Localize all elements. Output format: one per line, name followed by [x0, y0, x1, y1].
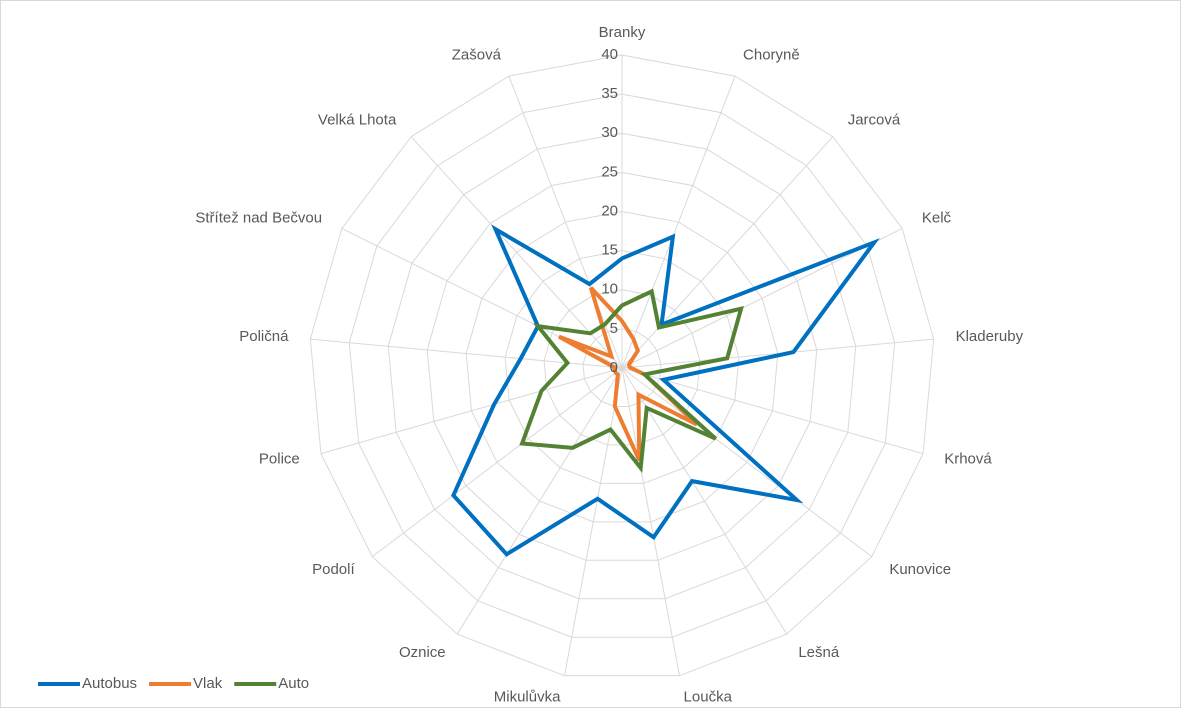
r-tick-label: 15: [601, 242, 618, 259]
r-tick-label: 25: [601, 163, 618, 180]
spoke: [310, 338, 623, 369]
spoke: [371, 367, 623, 558]
grid-ring: [387, 132, 857, 600]
r-tick-label: 30: [601, 124, 618, 141]
grid-ring: [309, 54, 935, 677]
spoke: [320, 367, 623, 455]
spoke: [621, 367, 681, 676]
legend-label: Autobus: [82, 675, 137, 692]
series-line: [451, 224, 880, 557]
series-line: [519, 288, 744, 474]
category-label: Kunovice: [889, 561, 951, 578]
spoke: [621, 75, 736, 369]
r-tick-label: 35: [601, 85, 618, 102]
spoke: [621, 367, 924, 455]
spoke: [621, 367, 873, 558]
legend-label: Vlak: [193, 675, 223, 692]
category-label: Police: [259, 451, 300, 468]
category-label: Mikulůvka: [494, 688, 561, 705]
category-label: Kladeruby: [956, 328, 1024, 345]
category-label: Střítež nad Bečvou: [195, 210, 322, 227]
grid-ring: [348, 93, 896, 638]
grid-ring: [426, 171, 818, 561]
spoke: [456, 367, 623, 635]
category-label: Zašová: [452, 47, 502, 64]
spoke: [621, 367, 788, 635]
legend-label: Auto: [278, 675, 309, 692]
r-tick-label: 10: [601, 281, 618, 298]
series-line: [557, 286, 699, 462]
category-label: Choryně: [743, 47, 800, 64]
category-label: Lešná: [798, 644, 840, 661]
r-tick-label: 5: [610, 320, 618, 337]
category-label: Kelč: [922, 210, 952, 227]
grid-ring: [465, 210, 779, 523]
r-tick-label: 40: [601, 46, 618, 63]
category-label: Jarcová: [848, 111, 901, 128]
spoke: [621, 136, 834, 369]
category-label: Podolí: [312, 561, 355, 578]
r-tick-label: 0: [610, 359, 618, 376]
grid-ring: [504, 250, 740, 484]
spoke: [410, 136, 623, 369]
category-label: Velká Lhota: [318, 111, 397, 128]
category-label: Branky: [599, 24, 646, 41]
category-label: Loučka: [684, 688, 733, 705]
r-tick-label: 20: [601, 202, 618, 219]
category-label: Poličná: [239, 328, 289, 345]
category-label: Krhová: [944, 451, 992, 468]
spoke: [563, 367, 623, 676]
category-label: Oznice: [399, 644, 446, 661]
spoke: [508, 75, 623, 369]
